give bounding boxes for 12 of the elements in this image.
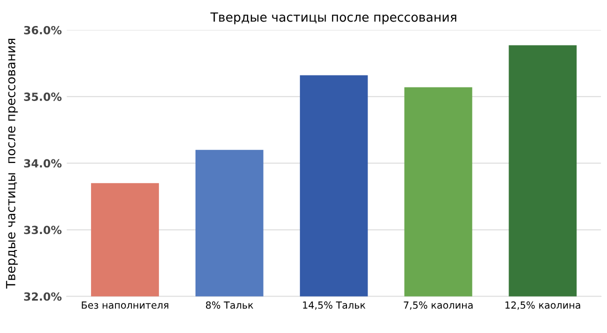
x-tick-label: 14,5% Тальк	[303, 301, 366, 310]
y-tick-label: 33.0%	[24, 226, 62, 234]
y-tick-label: 34.0%	[24, 159, 62, 168]
x-tick-label: Без наполнителя	[82, 302, 168, 309]
y-axis-title: Твердые частицы после прессования	[6, 38, 18, 289]
y-tick-label: 35.0%	[24, 92, 62, 101]
x-tick-label: 12,5% каолина	[505, 301, 580, 310]
y-tick-label: 32.0%	[24, 292, 62, 301]
x-tick-label: 8% Тальк	[206, 301, 254, 309]
y-tick-label: 36.0%	[24, 26, 62, 34]
x-tick-label: 7,5% каолина	[404, 301, 473, 310]
chart-title: Твердые частицы после прессования	[210, 12, 456, 24]
